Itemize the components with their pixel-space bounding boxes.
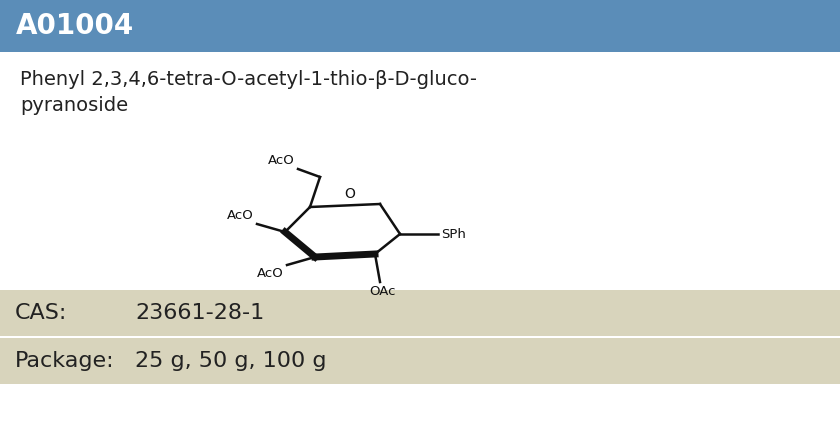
Text: 25 g, 50 g, 100 g: 25 g, 50 g, 100 g (135, 351, 327, 371)
Bar (0, 336, 840, 338)
Text: Phenyl 2,3,4,6-tetra-O-acetyl-1-thio-β-D-gluco-: Phenyl 2,3,4,6-tetra-O-acetyl-1-thio-β-D… (20, 70, 477, 89)
Bar (0, 0, 840, 52)
Bar (0, 338, 840, 384)
Text: Package:: Package: (15, 351, 114, 371)
Text: pyranoside: pyranoside (20, 96, 129, 115)
Text: AcO: AcO (268, 154, 295, 167)
Text: AcO: AcO (257, 267, 284, 280)
Bar (0, 290, 840, 336)
Text: OAc: OAc (369, 285, 396, 298)
Text: O: O (344, 187, 355, 201)
Text: 23661-28-1: 23661-28-1 (135, 303, 265, 323)
Text: SPh: SPh (441, 228, 466, 241)
Text: A01004: A01004 (16, 12, 134, 40)
Text: CAS:: CAS: (15, 303, 67, 323)
Text: AcO: AcO (228, 209, 254, 222)
